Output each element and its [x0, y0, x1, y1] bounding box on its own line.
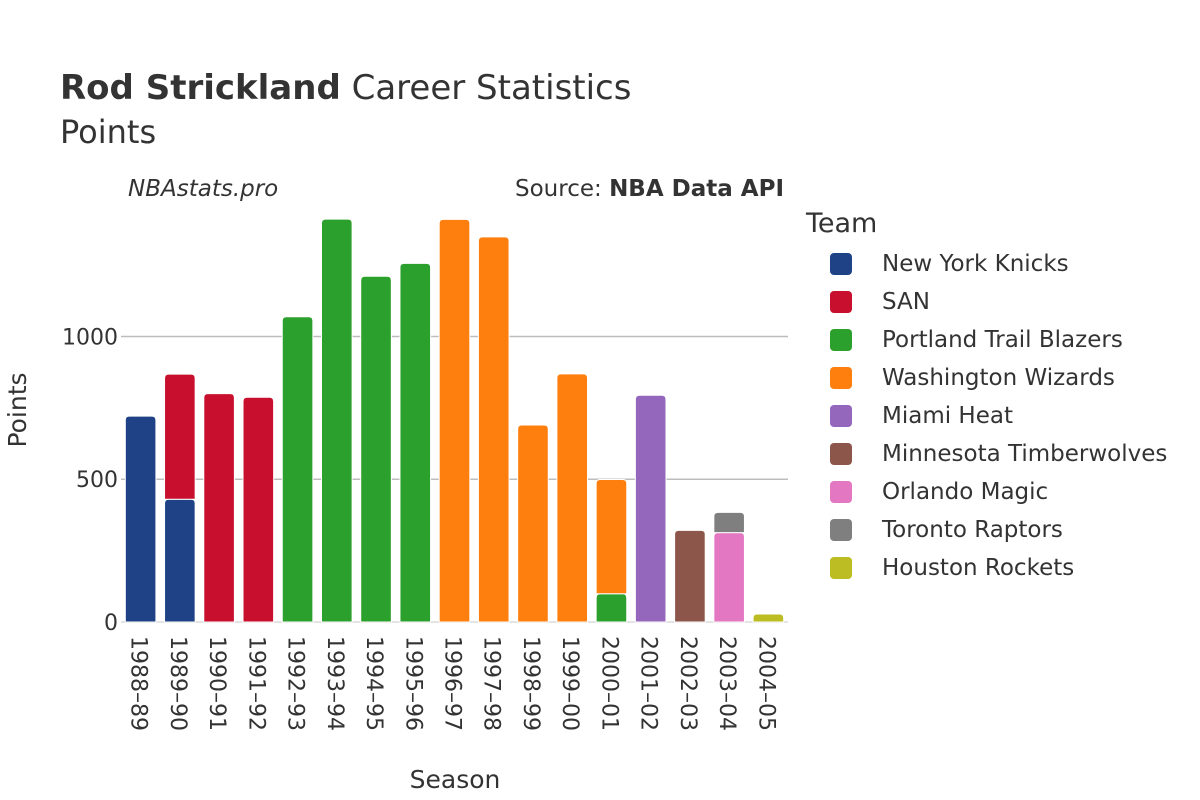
- x-tick-label: 1990–91: [204, 636, 229, 731]
- y-tick-label: 1000: [62, 325, 118, 350]
- bar-segment: [634, 394, 667, 623]
- bar-segment: [713, 511, 745, 534]
- bar-segment: [203, 393, 235, 623]
- x-tick-label: 2000–01: [596, 636, 621, 731]
- x-tick-label: 1998–99: [518, 636, 543, 731]
- x-tick-label: 2002–03: [675, 636, 700, 731]
- legend: Team New York Knicks SAN Portland Trail …: [806, 208, 1167, 587]
- title-rest: Career Statistics: [351, 68, 632, 108]
- legend-label: SAN: [882, 289, 930, 315]
- legend-item[interactable]: Minnesota Timberwolves: [806, 435, 1167, 473]
- chart-title-block: Rod Strickland Career Statistics Points: [60, 66, 631, 154]
- x-tick-label: 2003–04: [714, 636, 739, 731]
- bar-segment: [752, 613, 785, 623]
- legend-item[interactable]: New York Knicks: [806, 245, 1167, 283]
- y-axis-title: Points: [3, 372, 32, 447]
- x-tick-label: 1996–97: [440, 636, 465, 731]
- bar-segment: [595, 593, 628, 623]
- legend-label: New York Knicks: [882, 251, 1069, 277]
- x-tick-label: 2001–02: [636, 636, 661, 731]
- legend-item[interactable]: Washington Wizards: [806, 359, 1167, 397]
- x-tick-label: 1999–00: [557, 636, 582, 731]
- x-tick-label: 2004–05: [753, 636, 778, 731]
- legend-swatch: [830, 367, 852, 389]
- legend-label: Houston Rockets: [882, 555, 1075, 581]
- x-axis-title: Season: [410, 765, 501, 794]
- bar-segment: [281, 316, 314, 623]
- legend-swatch: [830, 253, 852, 275]
- legend-swatch: [830, 519, 852, 541]
- bar-segment: [399, 262, 432, 623]
- bar-segment: [595, 479, 628, 595]
- axes: 0 500 1000 1988–89 1989–90 1990–91 1991–92 1992…: [62, 325, 778, 731]
- legend-swatch: [830, 443, 852, 465]
- bar-segment: [517, 424, 549, 623]
- legend-label: Portland Trail Blazers: [882, 327, 1123, 353]
- bar-segment: [320, 218, 353, 623]
- legend-label: Washington Wizards: [882, 365, 1115, 391]
- bar-segment: [713, 532, 745, 623]
- legend-item[interactable]: Miami Heat: [806, 397, 1167, 435]
- x-tick-label: 1988–89: [126, 636, 151, 731]
- legend-label: Minnesota Timberwolves: [882, 441, 1168, 467]
- bar-segment: [556, 373, 589, 623]
- source-prefix: Source:: [515, 176, 610, 202]
- x-tick-label: 1993–94: [322, 636, 347, 731]
- watermark: NBAstats.pro: [128, 176, 279, 202]
- bar-segment: [477, 236, 510, 623]
- legend-swatch: [830, 291, 852, 313]
- legend-item[interactable]: Orlando Magic: [806, 473, 1167, 511]
- source-credit: Source: NBA Data API: [515, 176, 784, 202]
- bar-segment: [124, 415, 157, 623]
- legend-title: Team: [806, 208, 878, 239]
- bar-segment: [674, 529, 706, 623]
- bar-segment: [242, 396, 275, 623]
- legend-item[interactable]: Portland Trail Blazers: [806, 321, 1167, 359]
- legend-item[interactable]: Houston Rockets: [806, 549, 1167, 587]
- legend-label: Orlando Magic: [882, 479, 1049, 505]
- y-tick-label: 0: [104, 611, 118, 636]
- legend-swatch: [830, 405, 852, 427]
- chart-subtitle: Points: [60, 113, 157, 151]
- bar-segment: [164, 373, 196, 500]
- player-name: Rod Strickland: [60, 68, 341, 108]
- legend-swatch: [830, 481, 852, 503]
- legend-items: New York Knicks SAN Portland Trail Blaze…: [806, 245, 1167, 587]
- source-name: NBA Data API: [609, 176, 784, 202]
- x-tick-label: 1994–95: [361, 636, 386, 731]
- x-tick-label: 1992–93: [283, 636, 308, 731]
- legend-swatch: [830, 557, 852, 579]
- legend-item[interactable]: Toronto Raptors: [806, 511, 1167, 549]
- legend-item[interactable]: SAN: [806, 283, 1167, 321]
- x-tick-label: 1997–98: [479, 636, 504, 731]
- bar-segment: [164, 498, 196, 623]
- x-tick-label: 1991–92: [243, 636, 268, 731]
- bar-segment: [438, 218, 471, 623]
- bars: [124, 218, 785, 623]
- legend-swatch: [830, 329, 852, 351]
- chart-title: Rod Strickland Career Statistics: [60, 66, 631, 110]
- x-tick-label: 1995–96: [400, 636, 425, 731]
- x-tick-label: 1989–90: [165, 636, 190, 731]
- bar-segment: [360, 275, 392, 623]
- legend-label: Miami Heat: [882, 403, 1013, 429]
- y-tick-label: 500: [76, 468, 118, 493]
- legend-label: Toronto Raptors: [882, 517, 1063, 543]
